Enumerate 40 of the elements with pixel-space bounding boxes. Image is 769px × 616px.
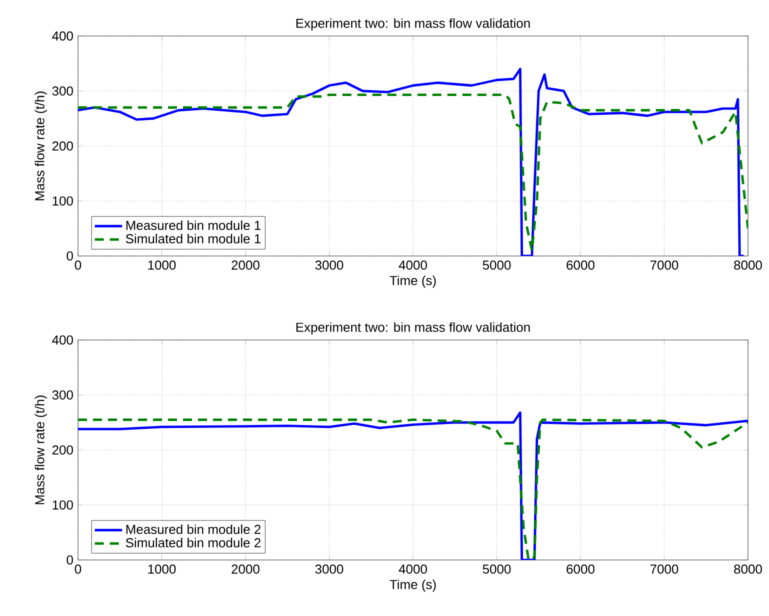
y-tick-label: 200 bbox=[52, 141, 73, 151]
chart-title: Experiment two: bin mass flow validation bbox=[296, 322, 530, 334]
legend-label: Measured bin module 1 bbox=[126, 220, 261, 230]
legend-label: Measured bin module 2 bbox=[126, 524, 260, 534]
chart-title: Experiment two: bin mass flow validation bbox=[296, 18, 530, 30]
x-tick-label: 5000 bbox=[482, 260, 511, 270]
y-tick-label: 0 bbox=[66, 251, 73, 261]
line-series bbox=[78, 94, 748, 252]
y-axis-title: Mass flow rate (t/h) bbox=[34, 92, 47, 200]
x-tick-label: 5000 bbox=[482, 564, 511, 574]
x-tick-label: 7000 bbox=[650, 564, 678, 574]
x-tick-label: 0 bbox=[74, 260, 82, 270]
x-tick-label: 3000 bbox=[315, 260, 344, 270]
y-tick-label: 300 bbox=[52, 390, 73, 400]
y-tick-label: 100 bbox=[52, 500, 73, 510]
x-tick-label: 0 bbox=[74, 564, 82, 574]
x-tick-label: 8000 bbox=[734, 260, 762, 270]
x-axis-title: Time (s) bbox=[390, 276, 436, 288]
x-tick-label: 4000 bbox=[398, 260, 427, 270]
x-axis-title: Time (s) bbox=[390, 580, 436, 592]
x-tick-label: 6000 bbox=[566, 564, 594, 574]
legend-label: Simulated bin module 1 bbox=[126, 234, 261, 244]
line-series bbox=[78, 68, 746, 256]
y-tick-label: 200 bbox=[52, 445, 73, 455]
x-tick-label: 8000 bbox=[734, 564, 762, 574]
x-tick-label: 2000 bbox=[232, 260, 260, 270]
x-tick-label: 4000 bbox=[398, 564, 427, 574]
legend-label: Simulated bin module 2 bbox=[126, 538, 260, 548]
y-axis-title: Mass flow rate (t/h) bbox=[34, 396, 47, 504]
x-tick-label: 1000 bbox=[148, 260, 176, 270]
y-tick-label: 0 bbox=[66, 555, 73, 565]
x-tick-label: 1000 bbox=[148, 564, 176, 574]
x-tick-label: 6000 bbox=[566, 260, 594, 270]
y-tick-label: 300 bbox=[52, 86, 73, 96]
y-tick-label: 100 bbox=[52, 196, 73, 206]
y-tick-label: 400 bbox=[52, 335, 73, 345]
y-tick-label: 400 bbox=[52, 31, 73, 41]
x-tick-label: 3000 bbox=[315, 564, 344, 574]
x-tick-label: 2000 bbox=[232, 564, 260, 574]
x-tick-label: 7000 bbox=[650, 260, 678, 270]
